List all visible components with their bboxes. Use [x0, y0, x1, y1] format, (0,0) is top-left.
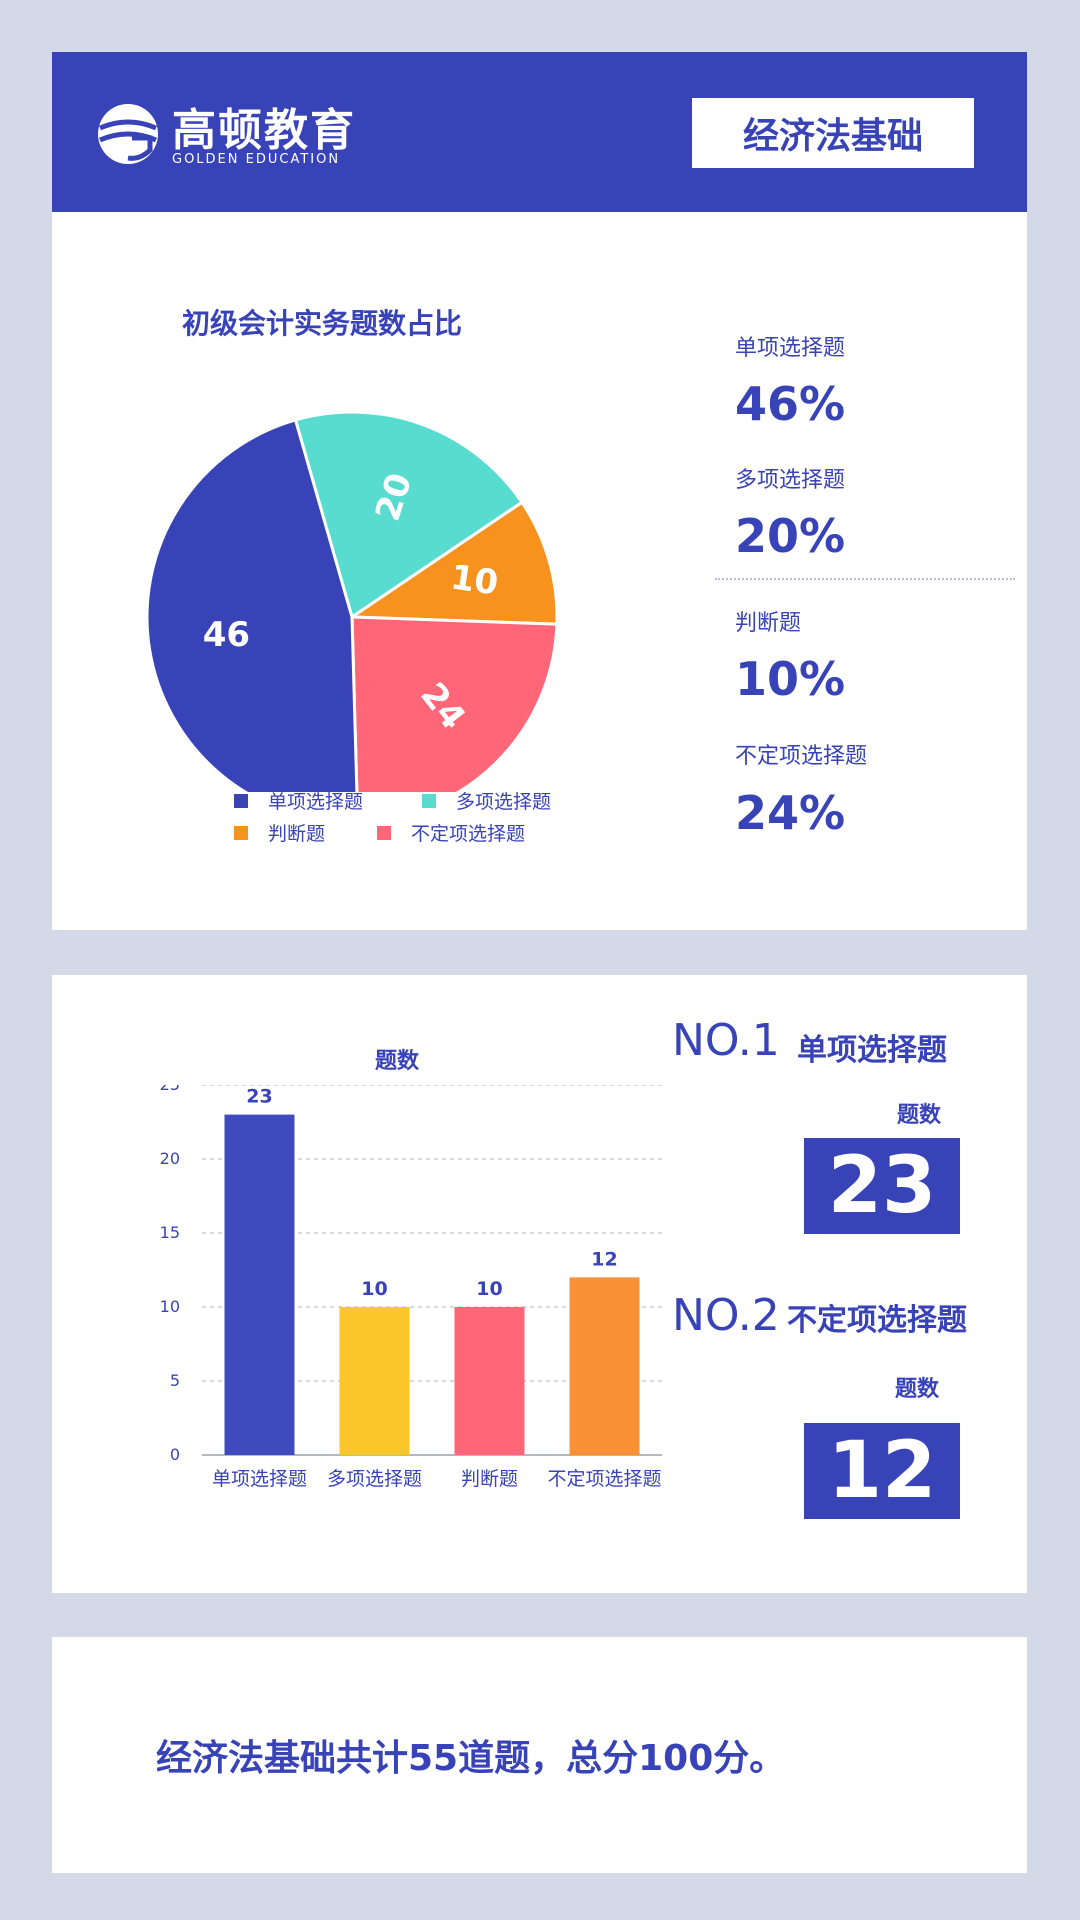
stat-value: 10% — [735, 652, 846, 706]
legend-swatch — [234, 793, 248, 808]
pie-slice-label: 46 — [203, 615, 250, 655]
y-tick-label: 10 — [160, 1297, 180, 1316]
page-title: 经济法基础 — [692, 98, 974, 168]
y-tick-label: 5 — [170, 1371, 180, 1390]
rank-2-value: 12 — [804, 1423, 960, 1519]
rank-2-label: NO.2 — [672, 1290, 780, 1341]
header-banner: 高顿教育 GOLDEN EDUCATION 经济法基础 — [52, 52, 1027, 212]
stat-value: 20% — [735, 509, 846, 563]
legend-label: 多项选择题 — [456, 791, 552, 813]
bar — [454, 1307, 525, 1455]
bar — [569, 1277, 640, 1455]
rank-1-value: 23 — [804, 1138, 960, 1234]
legend-swatch — [422, 793, 436, 808]
stat-label: 多项选择题 — [735, 468, 846, 493]
legend-label: 不定项选择题 — [411, 823, 526, 845]
bar-data-label: 10 — [361, 1278, 387, 1300]
stat-label: 不定项选择题 — [735, 744, 868, 769]
bar-chart-card: 题数 0 5 10 15 20 25 23 单项选择题 10 多项选择题 10 判断题 12 不定项选择题… — [52, 975, 1027, 1593]
stat-label: 判断题 — [735, 611, 802, 636]
rank-1-label: NO.1 — [672, 1015, 780, 1066]
bar-chart-svg: 0 5 10 15 20 25 23 单项选择题 10 多项选择题 10 判断题 12 不定项选择题 — [160, 1075, 662, 1490]
y-tick-label: 15 — [160, 1223, 180, 1242]
stat-label: 单项选择题 — [735, 336, 846, 361]
pie-chart: 20 10 24 46 — [132, 362, 592, 824]
x-tick-label: 不定项选择题 — [547, 1468, 661, 1490]
stat-divider — [715, 578, 1015, 580]
legend-item-true-false: 判断题 — [234, 819, 325, 846]
legend-swatch — [377, 825, 391, 840]
x-tick-label: 判断题 — [461, 1468, 518, 1490]
rank-1-name: 单项选择题 — [797, 1033, 947, 1068]
bar-data-label: 23 — [246, 1086, 272, 1108]
legend-label: 判断题 — [268, 823, 326, 845]
legend-item-single-choice: 单项选择题 — [234, 787, 363, 814]
pie-slice — [347, 500, 559, 626]
rank-1-caption: 题数 — [897, 1103, 942, 1128]
bar-data-label: 12 — [591, 1248, 617, 1270]
legend-item-indefinite-choice: 不定项选择题 — [377, 819, 525, 846]
rank-2-name: 不定项选择题 — [787, 1303, 967, 1338]
bar — [224, 1114, 295, 1455]
bar-data-label: 10 — [476, 1278, 502, 1300]
legend-item-multiple-choice: 多项选择题 — [422, 787, 551, 814]
summary-card: 经济法基础共计55道题，总分100分。 — [52, 1637, 1027, 1873]
x-tick-label: 多项选择题 — [327, 1468, 422, 1490]
legend-label: 单项选择题 — [268, 791, 364, 813]
y-tick-label: 25 — [160, 1085, 180, 1094]
pie-slice — [293, 410, 525, 620]
stat-value: 46% — [735, 377, 846, 431]
logo-text: 高顿教育 — [172, 105, 356, 156]
bar — [339, 1307, 410, 1455]
stat-value: 24% — [735, 786, 846, 840]
pie-slice-label: 10 — [448, 557, 500, 603]
rank-2-caption: 题数 — [895, 1377, 940, 1402]
x-tick-label: 单项选择题 — [212, 1468, 307, 1490]
legend-swatch — [234, 825, 248, 840]
golden-education-logo-icon — [98, 104, 158, 164]
y-tick-label: 0 — [170, 1445, 180, 1464]
bar-chart: 0 5 10 15 20 25 23 单项选择题 10 多项选择题 10 判断题 12 不定项选择题 — [102, 1075, 672, 1565]
summary-text: 经济法基础共计55道题，总分100分。 — [156, 1738, 786, 1779]
pie-chart-card: 初级会计实务题数占比 20 10 24 46 单项选择题 多项选择题 判断题 不定项选… — [52, 212, 1027, 930]
pie-chart-title: 初级会计实务题数占比 — [182, 307, 463, 340]
y-tick-label: 20 — [160, 1149, 180, 1168]
logo: 高顿教育 GOLDEN EDUCATION — [92, 94, 362, 174]
bar-chart-y-axis-label: 题数 — [375, 1049, 420, 1074]
logo-subtext: GOLDEN EDUCATION — [172, 152, 341, 167]
